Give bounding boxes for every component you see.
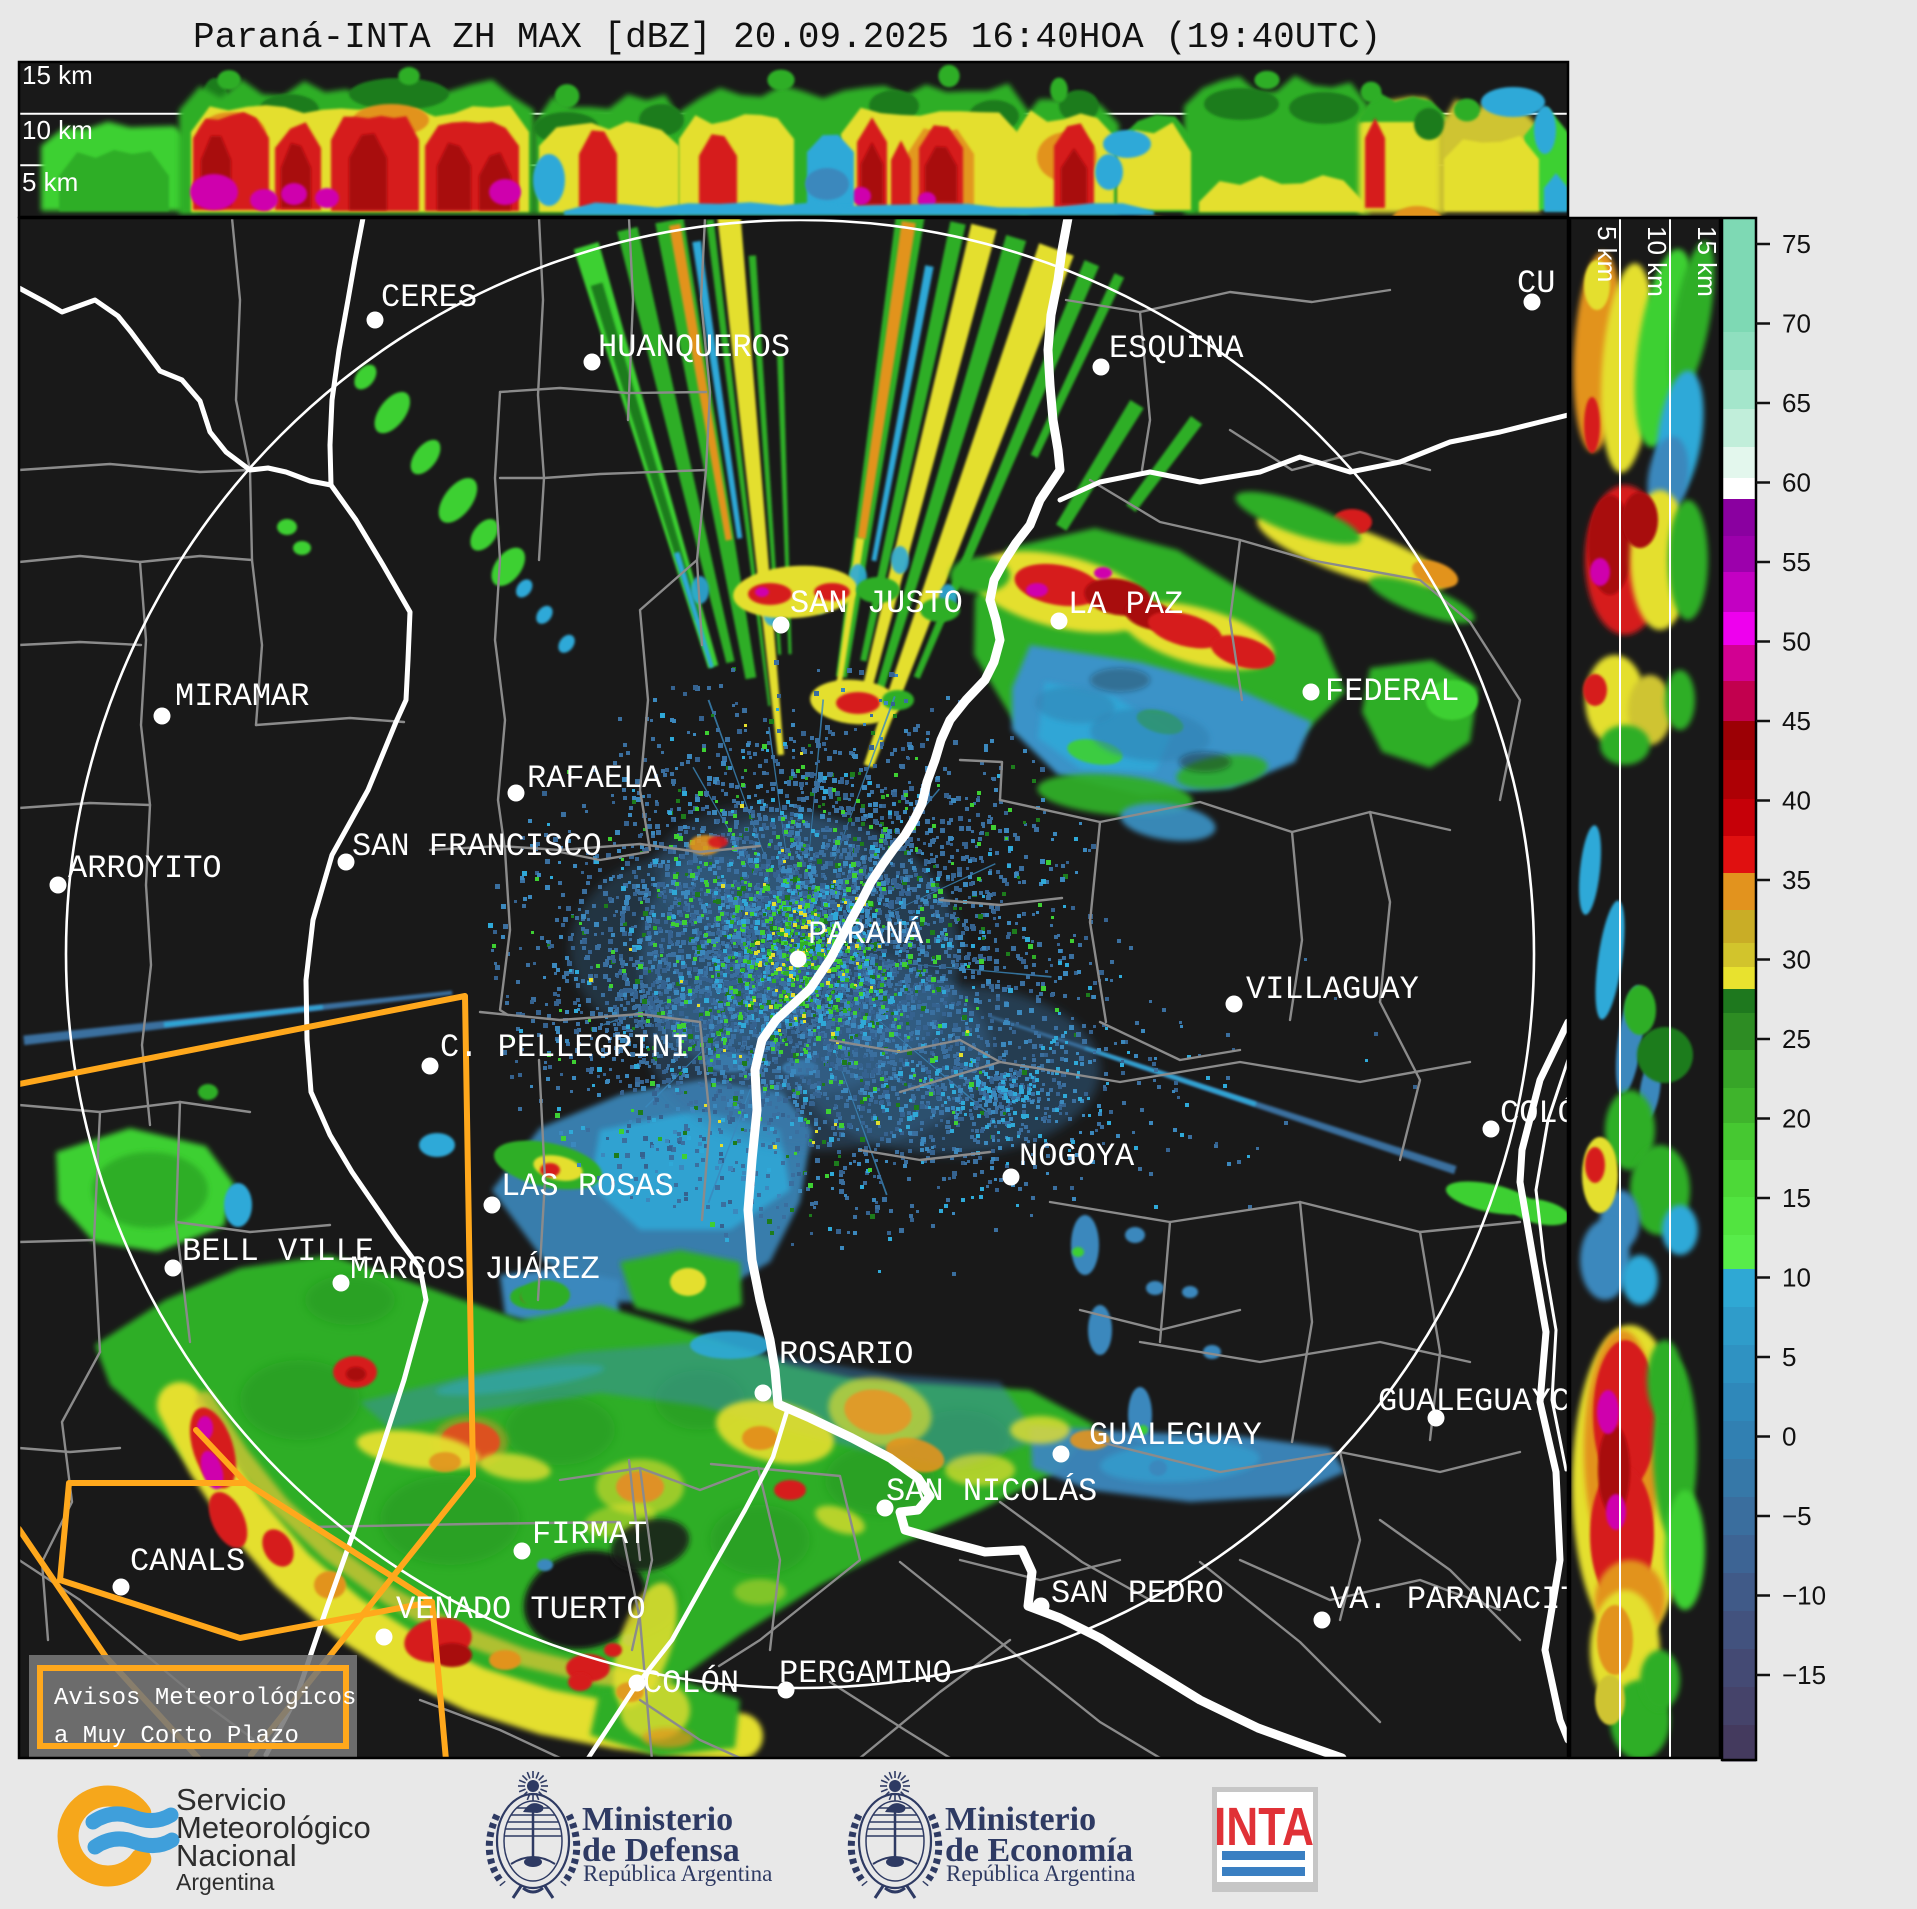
svg-text:C. PELLEGRINI: C. PELLEGRINI: [440, 1029, 690, 1066]
svg-text:45: 45: [1782, 706, 1811, 736]
svg-text:RAFAELA: RAFAELA: [527, 760, 662, 797]
svg-text:Nacional: Nacional: [176, 1838, 297, 1873]
svg-text:Paraná-INTA ZH MAX [dBZ] 20.09: Paraná-INTA ZH MAX [dBZ] 20.09.2025 16:4…: [193, 17, 1381, 58]
svg-text:CU: CU: [1517, 265, 1555, 302]
svg-text:0: 0: [1782, 1422, 1796, 1452]
svg-text:SAN NICOLÁS: SAN NICOLÁS: [886, 1473, 1097, 1510]
svg-text:50: 50: [1782, 627, 1811, 657]
svg-text:70: 70: [1782, 309, 1811, 339]
svg-text:MIRAMAR: MIRAMAR: [175, 678, 309, 715]
svg-text:ROSARIO: ROSARIO: [779, 1336, 913, 1373]
svg-text:5 km: 5 km: [1592, 226, 1622, 282]
svg-text:5 km: 5 km: [22, 167, 78, 197]
svg-text:5: 5: [1782, 1342, 1796, 1372]
svg-text:Avisos Meteorológicos: Avisos Meteorológicos: [54, 1685, 356, 1712]
svg-text:55: 55: [1782, 547, 1811, 577]
svg-text:BELL VILLE: BELL VILLE: [182, 1233, 374, 1270]
svg-text:Servicio: Servicio: [176, 1782, 286, 1817]
svg-text:República Argentina: República Argentina: [583, 1861, 772, 1886]
svg-text:−10: −10: [1782, 1581, 1826, 1611]
svg-text:SAN PEDRO: SAN PEDRO: [1051, 1575, 1224, 1612]
svg-text:COLÓ: COLÓ: [1500, 1095, 1577, 1132]
svg-text:20: 20: [1782, 1104, 1811, 1134]
svg-text:VENADO TUERTO: VENADO TUERTO: [396, 1591, 646, 1628]
svg-text:15 km: 15 km: [1692, 226, 1722, 297]
svg-text:PARANÁ: PARANÁ: [808, 916, 924, 953]
svg-text:de Economía: de Economía: [945, 1832, 1133, 1869]
svg-text:ESQUINA: ESQUINA: [1109, 330, 1244, 367]
svg-text:VILLAGUAY: VILLAGUAY: [1246, 971, 1419, 1008]
svg-text:LAS ROSAS: LAS ROSAS: [501, 1168, 674, 1205]
svg-text:40: 40: [1782, 786, 1811, 816]
svg-text:LA PAZ: LA PAZ: [1068, 586, 1183, 623]
svg-text:15 km: 15 km: [22, 60, 93, 90]
svg-text:HUANQUEROS: HUANQUEROS: [598, 329, 790, 366]
svg-text:VA. PARANACIT: VA. PARANACIT: [1330, 1581, 1580, 1618]
svg-text:Ministerio: Ministerio: [945, 1801, 1096, 1838]
svg-text:MARCOS JUÁREZ: MARCOS JUÁREZ: [350, 1251, 600, 1288]
svg-text:Meteorológico: Meteorológico: [176, 1810, 371, 1845]
svg-text:CERES: CERES: [381, 279, 477, 316]
svg-text:NOGOYA: NOGOYA: [1019, 1138, 1135, 1175]
svg-text:Argentina: Argentina: [176, 1869, 275, 1895]
svg-text:Ministerio: Ministerio: [582, 1801, 733, 1838]
svg-text:FIRMAT: FIRMAT: [532, 1516, 647, 1553]
svg-text:a Muy Corto Plazo: a Muy Corto Plazo: [54, 1723, 299, 1750]
svg-text:35: 35: [1782, 865, 1811, 895]
svg-text:−5: −5: [1782, 1501, 1812, 1531]
svg-text:GUALEGUAYC: GUALEGUAYC: [1378, 1383, 1570, 1420]
svg-text:COLÓN: COLÓN: [643, 1665, 739, 1702]
svg-text:75: 75: [1782, 229, 1811, 259]
svg-text:PERGAMINO: PERGAMINO: [779, 1655, 952, 1692]
svg-text:CANALS: CANALS: [130, 1543, 245, 1580]
svg-text:30: 30: [1782, 945, 1811, 975]
svg-text:10 km: 10 km: [22, 115, 93, 145]
svg-text:INTA: INTA: [1214, 1797, 1314, 1857]
svg-text:República Argentina: República Argentina: [946, 1861, 1135, 1886]
svg-text:GUALEGUAY: GUALEGUAY: [1089, 1417, 1262, 1454]
svg-text:FEDERAL: FEDERAL: [1325, 673, 1459, 710]
svg-text:60: 60: [1782, 468, 1811, 498]
svg-text:65: 65: [1782, 388, 1811, 418]
svg-text:−15: −15: [1782, 1660, 1826, 1690]
svg-text:15: 15: [1782, 1183, 1811, 1213]
svg-text:ARROYITO: ARROYITO: [68, 850, 222, 887]
svg-text:10 km: 10 km: [1642, 226, 1672, 297]
svg-text:de Defensa: de Defensa: [582, 1832, 740, 1869]
svg-text:25: 25: [1782, 1024, 1811, 1054]
svg-text:10: 10: [1782, 1263, 1811, 1293]
svg-text:SAN FRANCISCO: SAN FRANCISCO: [352, 828, 602, 865]
svg-text:SAN JUSTO: SAN JUSTO: [790, 585, 963, 622]
